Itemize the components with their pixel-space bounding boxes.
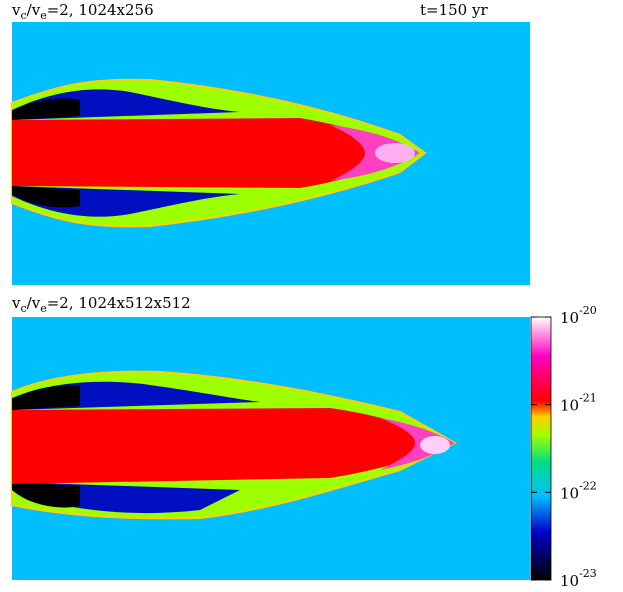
tick-label: 10-22 <box>560 479 597 502</box>
colorbar <box>531 317 551 580</box>
tick-exponent: -22 <box>579 479 597 492</box>
time-label: t=150 yr <box>420 1 488 19</box>
tick-base: 10 <box>560 484 579 502</box>
tick-base: 10 <box>560 572 579 588</box>
panel-label: vc/ve=2, 1024x256 <box>11 1 154 22</box>
simulation-image <box>12 22 530 285</box>
tick-base: 10 <box>560 397 579 415</box>
tick-exponent: -23 <box>579 567 597 580</box>
tick-label: 10-23 <box>560 567 597 588</box>
simulation-image <box>12 317 530 580</box>
panel-label: vc/ve=2, 1024x512x512 <box>11 294 191 315</box>
tick-label: 10-20 <box>560 304 597 327</box>
tick-exponent: -20 <box>579 304 597 317</box>
figure: vc/ve=2, 1024x256 t=150 yr vc/ve=2, 1024… <box>0 0 623 588</box>
tick-exponent: -21 <box>579 392 597 405</box>
tick-label: 10-21 <box>560 392 597 415</box>
tick-base: 10 <box>560 309 579 327</box>
